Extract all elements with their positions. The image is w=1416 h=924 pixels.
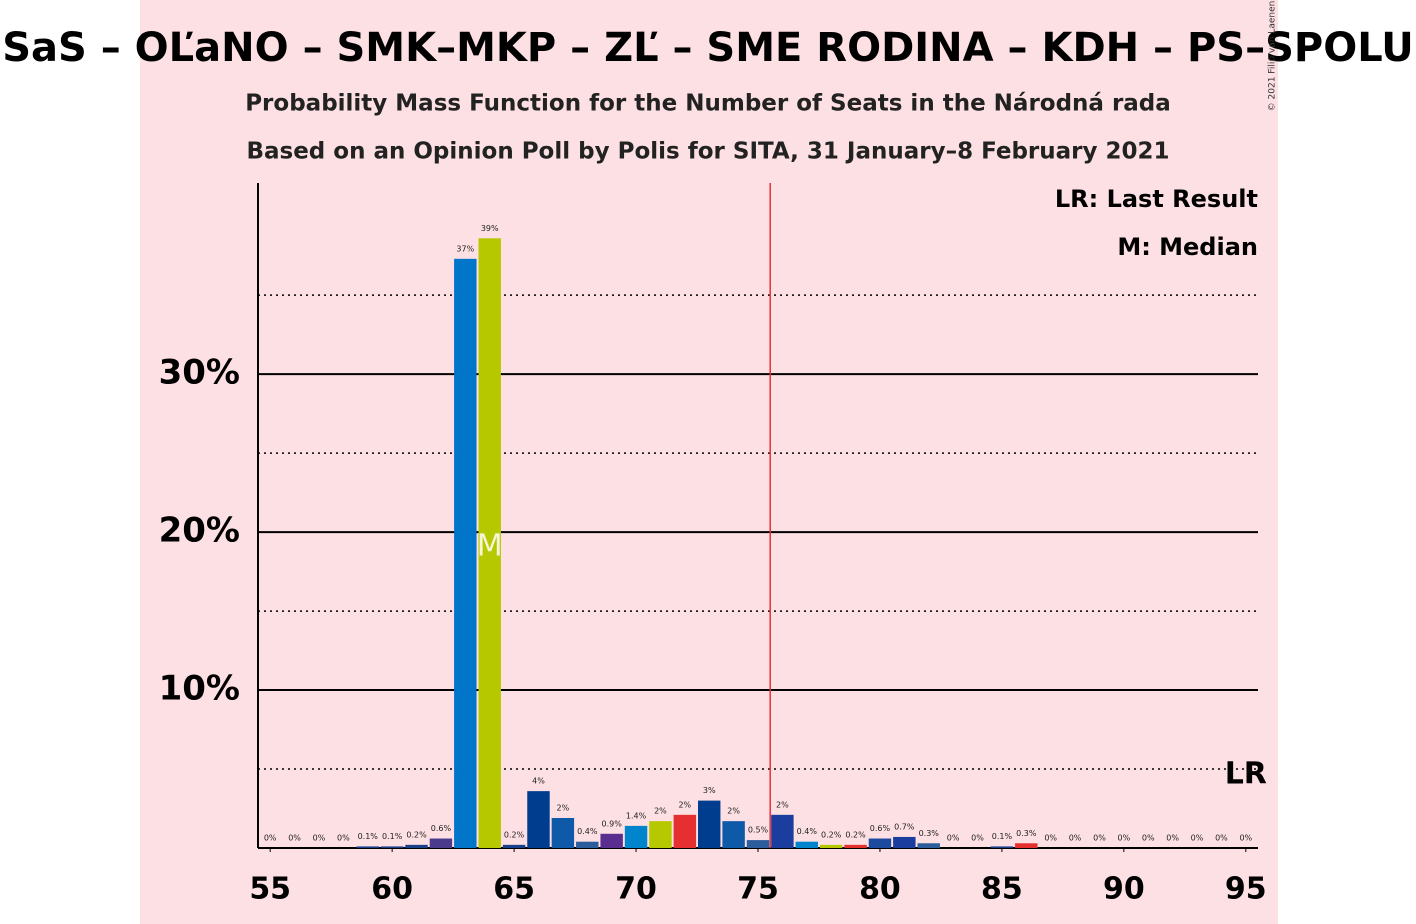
x-tick-label: 85 <box>981 872 1023 907</box>
value-label: 2% <box>654 807 667 816</box>
x-tick-label: 95 <box>1225 872 1267 907</box>
value-label: 1.4% <box>626 811 647 820</box>
bar <box>917 843 940 848</box>
value-label: 2% <box>557 803 570 812</box>
bar <box>649 821 672 848</box>
value-label: 0% <box>1093 834 1106 843</box>
value-label: 4% <box>532 777 545 786</box>
subtitle: Probability Mass Function for the Number… <box>245 91 1171 117</box>
value-label: 0.2% <box>504 830 525 839</box>
y-tick-label: 30% <box>159 353 240 393</box>
value-label: 0.9% <box>601 819 622 828</box>
bar <box>600 833 623 848</box>
value-label: 0% <box>1166 834 1179 843</box>
legend-entry: LR: Last Result <box>1055 185 1258 213</box>
value-label: 0% <box>947 834 960 843</box>
value-label: 0.7% <box>894 822 915 831</box>
value-label: 3% <box>703 786 716 795</box>
bar <box>1015 843 1038 848</box>
bar <box>771 814 794 848</box>
bar <box>698 800 721 848</box>
x-tick-label: 70 <box>615 872 657 907</box>
value-label: 0% <box>313 834 326 843</box>
value-label: 0.5% <box>748 826 769 835</box>
bar <box>405 844 428 848</box>
chart-title: SaS – OĽaNO – SMK–MKP – ZĽ – SME RODINA … <box>2 25 1414 71</box>
value-label: 0.6% <box>870 824 891 833</box>
bar <box>990 846 1014 848</box>
value-label: 0.2% <box>406 830 427 839</box>
bar <box>844 844 867 848</box>
x-tick-label: 55 <box>249 872 291 907</box>
subtitle: Based on an Opinion Poll by Polis for SI… <box>246 139 1169 165</box>
value-label: 39% <box>481 224 499 233</box>
bar <box>673 814 697 848</box>
value-label: 0.2% <box>845 830 866 839</box>
x-tick-label: 75 <box>737 872 779 907</box>
value-label: 0% <box>337 834 350 843</box>
y-tick-label: 10% <box>159 669 240 709</box>
x-tick-label: 90 <box>1103 872 1145 907</box>
bar <box>746 840 770 848</box>
value-label: 0.1% <box>992 832 1013 841</box>
value-label: 0.6% <box>431 824 452 833</box>
median-marker: M <box>477 529 503 564</box>
copyright: © 2021 Filip van Laenen <box>1268 1 1278 112</box>
value-label: 0.2% <box>821 830 842 839</box>
value-label: 0% <box>1118 834 1131 843</box>
value-label: 0.1% <box>358 832 379 841</box>
value-label: 2% <box>678 800 691 809</box>
value-label: 0.3% <box>919 829 940 838</box>
bar <box>380 846 404 848</box>
background <box>140 0 1278 924</box>
value-label: 37% <box>456 244 474 253</box>
value-label: 0% <box>1044 834 1057 843</box>
value-label: 0% <box>971 834 984 843</box>
bar <box>624 825 648 848</box>
bar <box>478 238 501 848</box>
value-label: 0.3% <box>1016 829 1037 838</box>
bar <box>576 841 599 848</box>
bar <box>429 838 453 848</box>
value-label: 0% <box>1239 834 1252 843</box>
bar <box>551 817 575 848</box>
value-label: 2% <box>727 807 740 816</box>
bar <box>795 841 818 848</box>
value-label: 0% <box>1142 834 1155 843</box>
last-result-marker: LR <box>1225 757 1267 792</box>
value-label: 0% <box>1069 834 1082 843</box>
value-label: 0.4% <box>577 827 598 836</box>
legend-entry: M: Median <box>1117 233 1258 261</box>
value-label: 0.4% <box>797 827 818 836</box>
bar <box>527 791 550 848</box>
value-label: 0% <box>264 834 277 843</box>
x-tick-label: 60 <box>371 872 413 907</box>
value-label: 0% <box>1191 834 1204 843</box>
value-label: 2% <box>776 800 789 809</box>
bar <box>454 258 477 849</box>
x-tick-label: 80 <box>859 872 901 907</box>
y-tick-label: 20% <box>159 511 240 551</box>
bar <box>356 846 379 848</box>
bar <box>868 838 892 848</box>
bar <box>819 844 843 848</box>
value-label: 0.1% <box>382 832 403 841</box>
x-tick-label: 65 <box>493 872 535 907</box>
bar <box>893 836 916 848</box>
value-label: 0% <box>1215 834 1228 843</box>
value-label: 0% <box>288 834 301 843</box>
bar <box>722 821 745 848</box>
bar <box>502 844 526 848</box>
